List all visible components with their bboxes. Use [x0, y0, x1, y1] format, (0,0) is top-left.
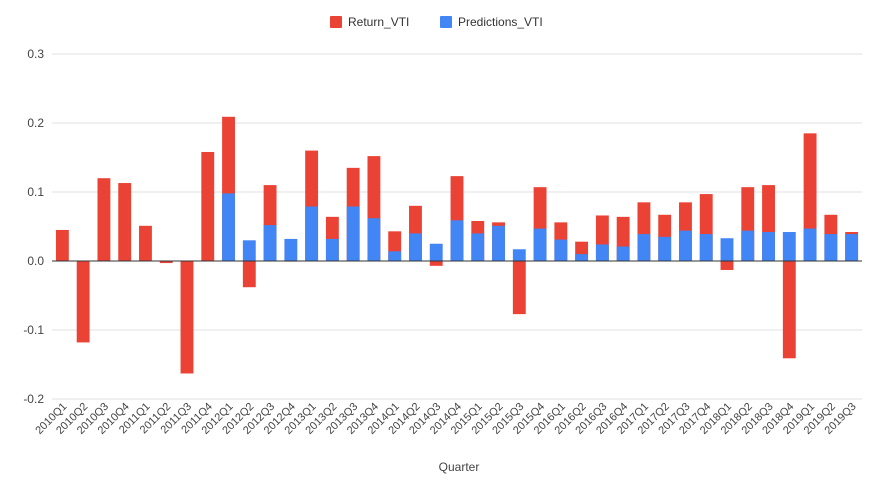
bar-return-vti-2011q2 [159, 261, 173, 264]
bar-return-vti-2010q4 [118, 183, 132, 261]
bar-predictions-vti-2019q1 [803, 228, 817, 261]
bar-predictions-vti-2018q3 [762, 232, 775, 261]
bar-predictions-vti-2013q2 [325, 238, 339, 261]
bar-predictions-vti-2017q2 [658, 236, 672, 261]
bar-predictions-vti-2019q2 [824, 234, 838, 261]
bar-return-vti-2014q3 [429, 261, 443, 266]
bar-predictions-vti-2014q4 [450, 220, 464, 261]
series-predictions-vti [222, 193, 859, 261]
bar-predictions-vti-2018q4 [782, 232, 796, 261]
bar-return-vti-2010q3 [97, 178, 111, 261]
bar-return-vti-2011q4 [201, 151, 215, 261]
bar-predictions-vti-2015q3 [512, 249, 526, 261]
bar-return-vti-2015q3 [512, 261, 526, 315]
legend-swatch-predictions-vti [440, 16, 452, 28]
bar-predictions-vti-2012q1 [222, 193, 235, 261]
bar-return-vti-2012q2 [242, 261, 256, 288]
bar-return-vti-2010q2 [76, 261, 90, 343]
bar-predictions-vti-2016q4 [616, 246, 630, 261]
x-axis-tick-labels: 2010Q12010Q22010Q32010Q42011Q12011Q22011… [33, 401, 858, 437]
bar-predictions-vti-2014q1 [388, 251, 402, 261]
bar-return-vti-2018q4 [782, 261, 796, 359]
y-tick-label: 0.1 [27, 185, 44, 199]
bar-predictions-vti-2016q2 [575, 254, 589, 261]
bar-predictions-vti-2013q1 [305, 206, 319, 261]
bar-predictions-vti-2019q3 [845, 234, 859, 261]
bar-predictions-vti-2012q2 [242, 240, 256, 261]
y-axis-tick-labels: -0.2 -0.1 0.0 0.1 0.2 0.3 [23, 47, 44, 406]
bar-return-vti-2010q1 [55, 229, 69, 261]
bar-predictions-vti-2016q1 [554, 239, 568, 261]
bar-predictions-vti-2015q2 [492, 225, 505, 261]
bar-predictions-vti-2016q3 [595, 244, 609, 261]
bar-predictions-vti-2017q3 [679, 230, 692, 261]
bar-predictions-vti-2014q2 [409, 233, 422, 261]
bar-predictions-vti-2018q1 [720, 238, 734, 261]
y-tick-label: -0.2 [23, 392, 44, 406]
bar-return-vti-2011q3 [180, 261, 194, 374]
bar-predictions-vti-2012q3 [263, 225, 277, 261]
bar-predictions-vti-2012q4 [284, 238, 298, 261]
legend-swatch-return-vti [330, 16, 342, 28]
bar-predictions-vti-2013q3 [346, 206, 360, 261]
bar-predictions-vti-2013q4 [367, 218, 381, 261]
y-tick-label: 0.0 [27, 254, 44, 268]
bar-predictions-vti-2014q3 [429, 243, 443, 261]
y-tick-label: 0.2 [27, 116, 44, 130]
bar-return-vti-2011q1 [139, 225, 152, 261]
bar-predictions-vti-2017q1 [637, 234, 651, 261]
bar-predictions-vti-2017q4 [699, 234, 713, 261]
legend: Return_VTI Predictions_VTI [330, 15, 543, 29]
bar-predictions-vti-2018q2 [741, 230, 755, 261]
bar-return-vti-2018q1 [720, 261, 734, 270]
bar-predictions-vti-2015q1 [471, 233, 485, 261]
legend-label-predictions-vti: Predictions_VTI [458, 15, 543, 29]
y-tick-label: -0.1 [23, 323, 44, 337]
y-tick-label: 0.3 [27, 47, 44, 61]
x-axis-title: Quarter [439, 460, 480, 474]
legend-label-return-vti: Return_VTI [348, 15, 409, 29]
bar-predictions-vti-2015q4 [533, 228, 547, 261]
